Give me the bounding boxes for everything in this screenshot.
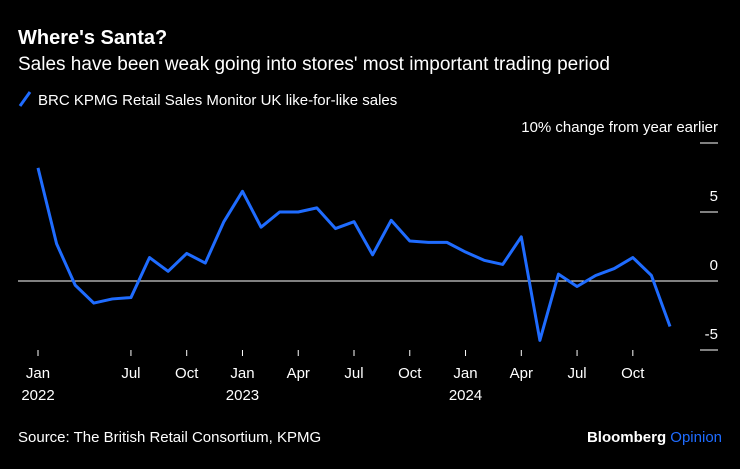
brand-name: Bloomberg xyxy=(587,429,666,446)
x-tick-year: 2023 xyxy=(226,387,259,404)
source: Source: The British Retail Consortium, K… xyxy=(18,429,321,446)
x-tick-label: Jan xyxy=(230,365,254,382)
data-line xyxy=(36,167,672,342)
x-tick-label: Jan xyxy=(453,365,477,382)
x-tick-year: 2022 xyxy=(21,387,54,404)
x-tick-label: Apr xyxy=(510,365,533,382)
x-tick-label: Apr xyxy=(287,365,310,382)
x-tick-label: Jul xyxy=(567,365,586,382)
y-tick-label: 10% change from year earlier xyxy=(521,119,718,136)
x-tick-label: Oct xyxy=(398,365,422,382)
y-tick-label: 5 xyxy=(710,188,718,205)
chart-title: Where's Santa? xyxy=(18,27,167,49)
y-tick-label: -5 xyxy=(705,326,718,343)
x-tick-label: Jul xyxy=(344,365,363,382)
y-tick-label: 0 xyxy=(710,257,718,274)
legend-swatch xyxy=(18,91,32,107)
x-tick-label: Oct xyxy=(175,365,199,382)
x-tick-label: Jul xyxy=(121,365,140,382)
legend-label: BRC KPMG Retail Sales Monitor UK like-fo… xyxy=(38,92,397,109)
brand: Bloomberg Opinion xyxy=(587,429,722,446)
x-tick-label: Jan xyxy=(26,365,50,382)
x-tick-label: Oct xyxy=(621,365,645,382)
brand-section: Opinion xyxy=(670,429,722,446)
chart-subtitle: Sales have been weak going into stores' … xyxy=(18,54,610,75)
x-tick-year: 2024 xyxy=(449,387,482,404)
